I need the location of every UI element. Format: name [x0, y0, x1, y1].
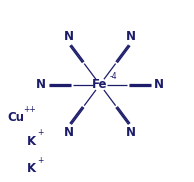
Text: K: K [27, 134, 36, 148]
Text: +: + [37, 128, 44, 137]
Text: ++: ++ [24, 105, 36, 114]
Text: N: N [36, 78, 46, 91]
Text: -4: -4 [110, 72, 118, 81]
Text: N: N [64, 30, 74, 43]
Text: N: N [126, 126, 136, 139]
Text: N: N [153, 78, 164, 91]
Text: +: + [37, 156, 44, 165]
Text: Fe: Fe [92, 78, 108, 91]
Text: N: N [64, 126, 74, 139]
Text: Cu: Cu [8, 111, 25, 124]
Text: N: N [126, 30, 136, 43]
Text: K: K [27, 162, 36, 175]
